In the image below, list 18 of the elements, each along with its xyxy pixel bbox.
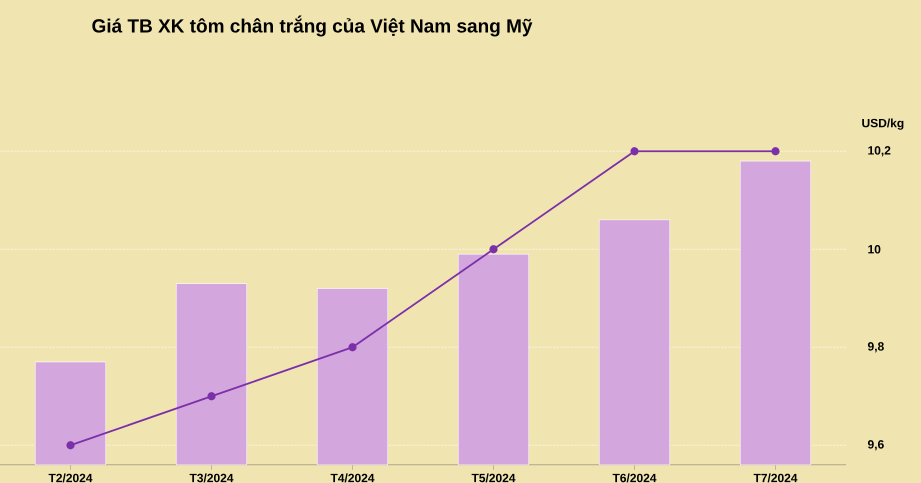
x-tick-label: T6/2024 xyxy=(612,473,656,482)
y-axis-title: USD/kg xyxy=(862,118,904,130)
y-tick-label: 9,8 xyxy=(868,342,884,352)
chart-title: Giá TB XK tôm chân trắng của Việt Nam sang Mỹ xyxy=(92,16,532,36)
x-tick-label: T2/2024 xyxy=(48,473,92,482)
x-tick-label: T5/2024 xyxy=(472,473,516,482)
point xyxy=(207,392,216,400)
y-tick-label: 9,6 xyxy=(868,440,884,450)
y-tick-label: 10 xyxy=(868,245,880,254)
point xyxy=(771,147,780,156)
x-tick-label: T4/2024 xyxy=(330,473,374,482)
x-tick-label: T7/2024 xyxy=(754,473,798,482)
point xyxy=(489,245,498,254)
point xyxy=(630,147,639,156)
y-tick-label: 10,2 xyxy=(868,146,890,156)
x-tick-label: T3/2024 xyxy=(190,473,234,482)
point xyxy=(348,343,357,352)
point xyxy=(66,441,75,450)
